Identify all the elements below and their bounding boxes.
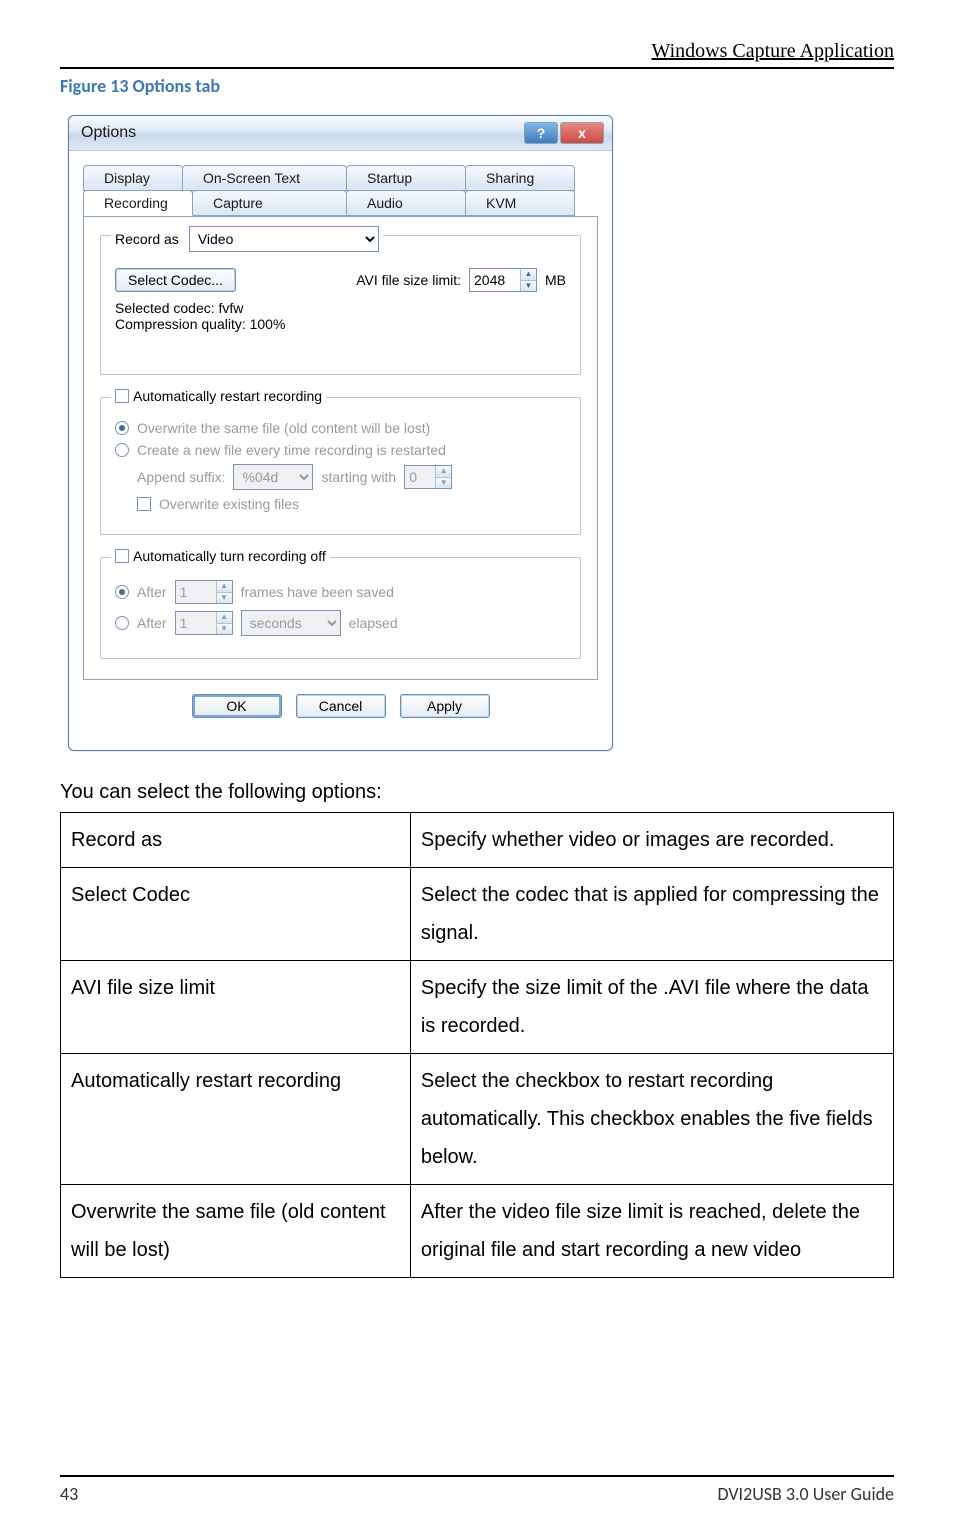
append-suffix-label: Append suffix: (137, 469, 225, 485)
auto-off-label: Automatically turn recording off (133, 548, 326, 564)
starting-with-label: starting with (321, 469, 396, 485)
record-as-label: Record as (115, 231, 179, 247)
tab-startup[interactable]: Startup (346, 165, 466, 191)
tab-onscreen-text[interactable]: On-Screen Text (182, 165, 347, 191)
tab-sharing[interactable]: Sharing (465, 165, 575, 191)
append-suffix-select[interactable]: %04d (233, 464, 313, 490)
opt-name: Automatically restart recording (61, 1054, 411, 1185)
overwrite-radio[interactable] (115, 421, 129, 435)
starting-with-spinner[interactable]: ▲▼ (404, 465, 452, 489)
tab-recording[interactable]: Recording (83, 190, 193, 216)
footer-rule (60, 1475, 894, 1477)
after-time-radio[interactable] (115, 616, 129, 630)
auto-restart-group: Automatically restart recording Overwrit… (100, 397, 581, 535)
opt-desc: Select the checkbox to restart recording… (410, 1054, 893, 1185)
tab-display[interactable]: Display (83, 165, 183, 191)
after-frames-spin-buttons[interactable]: ▲▼ (216, 581, 232, 603)
after-time-spinner[interactable]: ▲▼ (175, 611, 233, 635)
avi-limit-label: AVI file size limit: (356, 272, 461, 288)
auto-restart-legend: Automatically restart recording (111, 388, 326, 404)
dialog-button-row: OK Cancel Apply (83, 680, 598, 734)
opt-name: Record as (61, 813, 411, 868)
titlebar-buttons: ? x (524, 122, 604, 144)
after-frames-input[interactable] (176, 581, 216, 603)
dialog-title: Options (81, 124, 136, 142)
opt-desc: Select the codec that is applied for com… (410, 868, 893, 961)
table-row: Record as Specify whether video or image… (61, 813, 894, 868)
after-frames-tail: frames have been saved (241, 584, 394, 600)
footer-guide-title: DVI2USB 3.0 User Guide (717, 1483, 894, 1505)
help-button[interactable]: ? (524, 122, 558, 144)
cancel-button[interactable]: Cancel (296, 694, 386, 718)
auto-restart-checkbox[interactable] (115, 389, 129, 403)
footer-page-number: 43 (60, 1483, 78, 1505)
page-footer: 43 DVI2USB 3.0 User Guide (60, 1475, 894, 1505)
opt-desc: After the video file size limit is reach… (410, 1185, 893, 1278)
starting-with-input[interactable] (405, 466, 435, 488)
create-new-radio[interactable] (115, 443, 129, 457)
overwrite-existing-label: Overwrite existing files (159, 496, 299, 512)
auto-off-checkbox[interactable] (115, 549, 129, 563)
codec-info-1: Selected codec: fvfw (115, 300, 566, 316)
record-as-legend: Record as Video (111, 226, 383, 252)
overwrite-existing-checkbox[interactable] (137, 497, 151, 511)
record-as-group: Record as Video Select Codec... AVI file… (100, 235, 581, 375)
close-button[interactable]: x (560, 122, 604, 144)
tab-row-bottom: Recording Capture Audio KVM (83, 190, 598, 216)
tab-capture[interactable]: Capture (192, 190, 347, 216)
table-row: Overwrite the same file (old content wil… (61, 1185, 894, 1278)
tab-kvm[interactable]: KVM (465, 190, 575, 216)
header-rule (60, 67, 894, 69)
dialog-body: Display On-Screen Text Startup Sharing R… (69, 151, 612, 750)
after-time-spin-buttons[interactable]: ▲▼ (216, 612, 232, 634)
apply-button[interactable]: Apply (400, 694, 490, 718)
auto-off-legend: Automatically turn recording off (111, 548, 330, 564)
after-label-2: After (137, 615, 167, 631)
table-row: AVI file size limit Specify the size lim… (61, 961, 894, 1054)
opt-name: Select Codec (61, 868, 411, 961)
opt-desc: Specify the size limit of the .AVI file … (410, 961, 893, 1054)
after-frames-radio[interactable] (115, 585, 129, 599)
options-dialog: Options ? x Display On-Screen Text Start… (68, 115, 613, 751)
select-codec-button[interactable]: Select Codec... (115, 268, 236, 292)
avi-limit-spin-buttons[interactable]: ▲▼ (520, 269, 536, 291)
avi-limit-spinner[interactable]: ▲▼ (469, 268, 537, 292)
page-header-right: Windows Capture Application (60, 40, 894, 63)
after-label-1: After (137, 584, 167, 600)
tab-row-top: Display On-Screen Text Startup Sharing (83, 165, 598, 191)
avi-limit-unit: MB (545, 272, 566, 288)
after-time-unit-select[interactable]: seconds (241, 610, 341, 636)
intro-text: You can select the following options: (60, 781, 894, 804)
after-time-input[interactable] (176, 612, 216, 634)
opt-desc: Specify whether video or images are reco… (410, 813, 893, 868)
figure-caption: Figure 13 Options tab (60, 75, 894, 97)
table-row: Select Codec Select the codec that is ap… (61, 868, 894, 961)
tab-panel-recording: Record as Video Select Codec... AVI file… (83, 216, 598, 680)
tab-audio[interactable]: Audio (346, 190, 466, 216)
opt-name: Overwrite the same file (old content wil… (61, 1185, 411, 1278)
codec-info-2: Compression quality: 100% (115, 316, 566, 332)
starting-with-spin-buttons[interactable]: ▲▼ (435, 466, 451, 488)
record-as-select[interactable]: Video (189, 226, 379, 252)
tab-control: Display On-Screen Text Startup Sharing R… (83, 165, 598, 680)
after-time-tail: elapsed (349, 615, 398, 631)
table-row: Automatically restart recording Select t… (61, 1054, 894, 1185)
avi-limit-input[interactable] (470, 269, 520, 291)
create-new-label: Create a new file every time recording i… (137, 442, 446, 458)
overwrite-label: Overwrite the same file (old content wil… (137, 420, 430, 436)
opt-name: AVI file size limit (61, 961, 411, 1054)
auto-restart-label: Automatically restart recording (133, 388, 322, 404)
after-frames-spinner[interactable]: ▲▼ (175, 580, 233, 604)
ok-button[interactable]: OK (192, 694, 282, 718)
options-table: Record as Specify whether video or image… (60, 812, 894, 1278)
auto-off-group: Automatically turn recording off After ▲… (100, 557, 581, 659)
dialog-titlebar: Options ? x (69, 116, 612, 151)
